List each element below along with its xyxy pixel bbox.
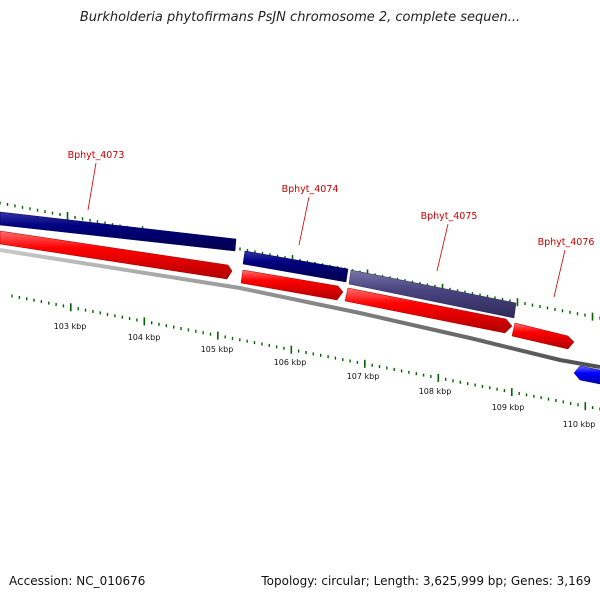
kbp-label-108: 108 kbp [419,387,452,396]
kbp-label-103: 103 kbp [54,322,87,331]
kbp-label-104: 104 kbp [128,333,161,342]
gene-label-leader [553,249,566,298]
gene-label-bphyt-4076[interactable]: Bphyt_4076 [538,237,595,248]
kbp-label-110: 110 kbp [563,420,596,429]
kbp-label-106: 106 kbp [274,358,307,367]
sequence-summary: Topology: circular; Length: 3,625,999 bp… [261,574,591,588]
gene-label-bphyt-4073[interactable]: Bphyt_4073 [68,150,125,161]
gene-arrow-bphyt-4075[interactable] [344,287,513,334]
map-title: Burkholderia phytofirmans PsJN chromosom… [79,10,521,25]
chromosome-backbone [0,248,600,369]
gene-arrow-bphyt-4074[interactable] [240,269,344,301]
gene-label-leader [87,162,97,211]
gene-label-bphyt-4075[interactable]: Bphyt_4075 [421,211,478,222]
gene-label-bphyt-4074[interactable]: Bphyt_4074 [282,184,339,195]
kbp-scale-labels: 103 kbp 104 kbp 105 kbp 106 kbp 107 kbp … [54,322,596,429]
kbp-label-107: 107 kbp [347,372,380,381]
gene-arrow-bphyt-4076[interactable] [511,322,575,350]
inner-tick-row [11,294,600,411]
gene-label-leader [436,223,449,272]
kbp-label-105: 105 kbp [201,345,234,354]
gene-label-leader [298,196,310,246]
cds-feature-bphyt-4073[interactable] [0,211,237,252]
cds-feature-bphyt-4075[interactable] [348,269,517,319]
kbp-label-109: 109 kbp [492,403,525,412]
gene-arrow-reverse[interactable] [573,365,600,385]
gene-label-group: Bphyt_4073 Bphyt_4074 Bphyt_4075 Bphyt_4… [68,150,595,298]
cds-feature-bphyt-4074[interactable] [242,250,349,283]
gene-arrow-bphyt-4073[interactable] [0,230,233,280]
accession-label: Accession: NC_010676 [9,574,146,588]
